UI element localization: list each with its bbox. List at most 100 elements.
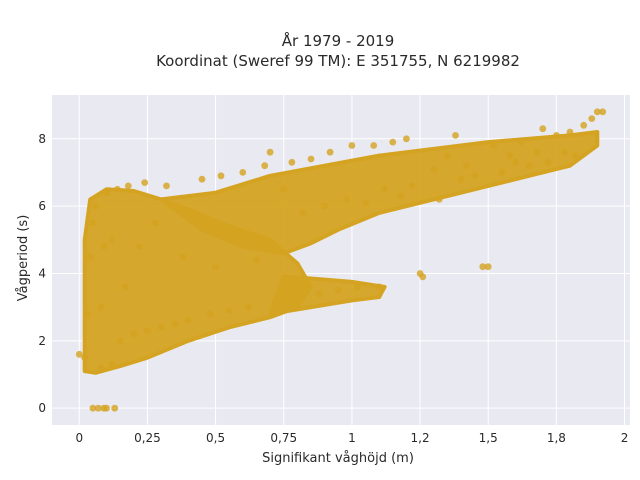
scatter-point	[588, 115, 596, 122]
x-tick-label: 1	[348, 431, 356, 445]
scatter-point	[103, 404, 110, 412]
scatter-point	[381, 185, 388, 193]
scatter-point	[234, 229, 241, 237]
scatter-point	[108, 236, 116, 244]
scatter-point	[171, 320, 179, 328]
scatter-point	[212, 263, 220, 271]
scatter-point	[103, 189, 110, 197]
scatter-point	[100, 243, 108, 250]
y-tick-label: 6	[38, 199, 46, 213]
scatter-point	[94, 404, 102, 412]
scatter-point	[111, 404, 119, 412]
x-tick-label: 0,75	[270, 431, 297, 445]
scatter-point	[225, 307, 233, 314]
scatter-point	[506, 152, 514, 160]
scatter-point	[512, 158, 519, 166]
scatter-point	[261, 162, 269, 170]
scatter-point	[280, 185, 288, 193]
scatter-point	[97, 303, 105, 311]
data-points	[75, 108, 607, 412]
scatter-point	[561, 148, 568, 156]
scatter-point	[97, 364, 105, 372]
scatter-point	[544, 158, 552, 166]
scatter-point	[299, 209, 307, 217]
scatter-point	[553, 132, 560, 139]
x-tick-labels: 0 0,25 0,5 0,75 1 1,2 1,5 1,8 2	[75, 431, 628, 445]
y-tick-label: 2	[38, 334, 46, 348]
point-cloud	[82, 130, 600, 375]
scatter-point	[389, 138, 397, 146]
scatter-point	[75, 350, 83, 358]
scatter-point	[135, 243, 143, 250]
scatter-point	[348, 142, 356, 149]
scatter-point	[479, 263, 487, 271]
x-tick-label: 0,25	[134, 431, 161, 445]
scatter-point	[580, 121, 588, 129]
scatter-point	[334, 286, 342, 294]
scatter-point	[190, 209, 198, 217]
x-tick-label: 0	[75, 431, 83, 445]
y-axis-label: Vågperiod (s)	[16, 215, 31, 302]
x-tick-label: 1,5	[479, 431, 498, 445]
scatter-point	[266, 148, 274, 156]
scatter-point	[435, 196, 443, 203]
scatter-point	[206, 310, 214, 318]
scatter-point	[354, 283, 361, 291]
scatter-point	[572, 152, 579, 160]
scatter-point	[92, 202, 99, 210]
scatter-point	[326, 148, 334, 156]
scatter-point	[307, 155, 315, 163]
scatter-point	[198, 175, 206, 183]
scatter-point	[484, 263, 492, 271]
scatter-point	[370, 142, 378, 149]
scatter-point	[315, 290, 323, 298]
scatter-point	[116, 337, 124, 345]
scatter-point	[463, 162, 470, 170]
scatter-point	[272, 300, 279, 308]
point-cloud-region	[159, 130, 600, 256]
scatter-point	[362, 199, 369, 207]
scatter-point	[408, 182, 416, 190]
y-tick-label: 0	[38, 401, 46, 415]
scatter-point	[294, 293, 301, 301]
scatter-point	[566, 128, 574, 136]
scatter-point	[539, 125, 547, 133]
x-axis-label: Signifikant våghöjd (m)	[262, 451, 414, 466]
scatter-point	[498, 169, 506, 176]
scatter-point	[525, 162, 533, 170]
scatter-point	[163, 182, 170, 190]
y-tick-label: 4	[38, 266, 46, 280]
scatter-point	[599, 108, 607, 116]
scatter-point	[122, 283, 129, 291]
x-tick-label: 2	[621, 431, 629, 445]
scatter-point	[130, 330, 138, 338]
scatter-point	[443, 152, 451, 160]
scatter-point	[452, 132, 459, 139]
scatter-point	[217, 172, 225, 180]
scatter-point	[593, 108, 601, 116]
scatter-point	[86, 253, 94, 260]
scatter-point	[490, 142, 498, 149]
scatter-point	[397, 192, 405, 200]
scatter-point	[157, 323, 165, 331]
scatter-point	[239, 169, 247, 176]
scatter-point	[108, 361, 116, 368]
scatter-point	[152, 219, 160, 227]
scatter-point	[184, 317, 192, 324]
y-tick-labels: 0 2 4 6 8	[38, 132, 46, 415]
scatter-point	[124, 182, 132, 190]
scatter-point	[517, 138, 525, 146]
x-tick-label: 0,5	[206, 431, 225, 445]
scatter-point	[244, 303, 252, 311]
scatter-point	[430, 165, 438, 173]
scatter-point	[144, 327, 151, 335]
scatter-point	[343, 196, 350, 203]
scatter-point	[81, 354, 89, 362]
scatter-point	[179, 253, 187, 260]
x-tick-label: 1,8	[547, 431, 566, 445]
scatter-point	[114, 185, 121, 193]
scatter-point	[141, 179, 149, 187]
scatter-point	[84, 310, 91, 318]
scatter-point	[533, 148, 541, 156]
